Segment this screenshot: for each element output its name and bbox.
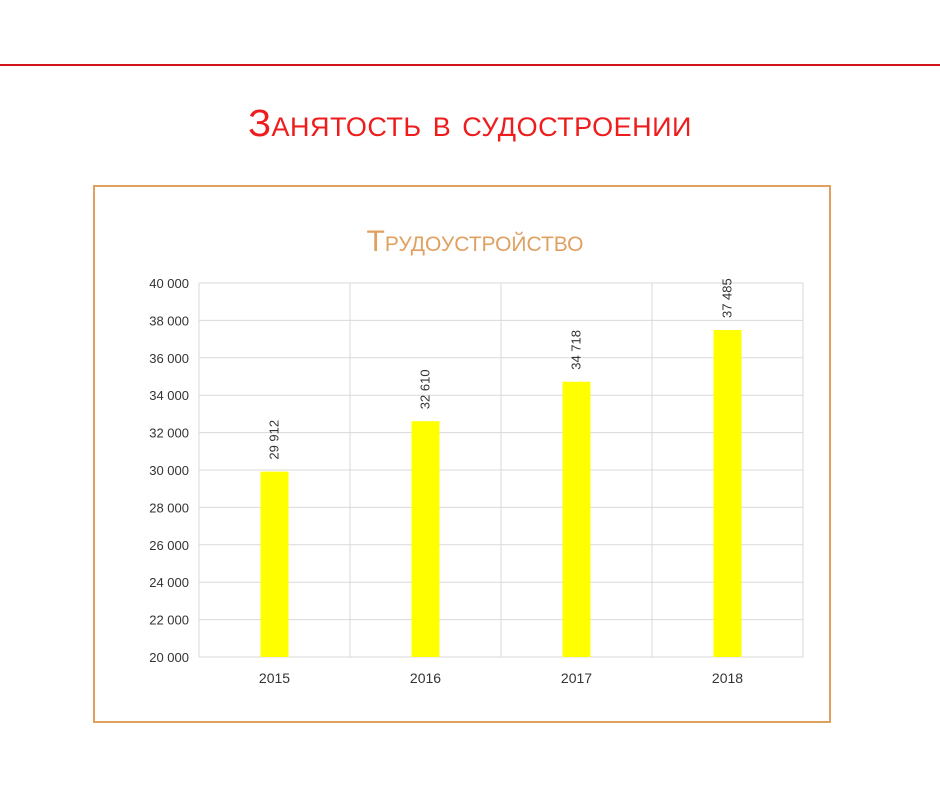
data-label: 37 485 <box>720 278 735 318</box>
bar-2017 <box>562 381 591 657</box>
x-tick-label: 2015 <box>259 670 290 686</box>
slide-title: Занятость в судостроении <box>248 103 692 145</box>
y-tick-label: 36 000 <box>149 351 189 366</box>
y-axis-ticks: 20 000 22 000 24 000 26 000 28 000 30 000 32 0… <box>149 276 189 665</box>
y-tick-label: 30 000 <box>149 463 189 478</box>
data-label: 34 718 <box>569 330 584 370</box>
bar-chart: Трудоустройство 29 912 32 610 34 718 37 485… <box>149 225 804 686</box>
y-tick-label: 34 000 <box>149 388 189 403</box>
data-label: 29 912 <box>267 420 282 460</box>
y-tick-label: 32 000 <box>149 426 189 441</box>
bar-2015 <box>260 471 289 657</box>
y-tick-label: 22 000 <box>149 613 189 628</box>
y-tick-label: 24 000 <box>149 575 189 590</box>
y-tick-label: 20 000 <box>149 650 189 665</box>
top-divider-line <box>0 64 940 66</box>
x-tick-label: 2017 <box>561 670 592 686</box>
y-tick-label: 40 000 <box>149 276 189 291</box>
grid-lines <box>198 282 804 658</box>
x-axis-ticks: 2015 2016 2017 2018 <box>259 670 743 686</box>
y-tick-label: 26 000 <box>149 538 189 553</box>
chart-frame: Трудоустройство 29 912 32 610 34 718 37 485… <box>93 185 831 723</box>
chart-title: Трудоустройство <box>367 225 584 258</box>
y-tick-label: 28 000 <box>149 500 189 515</box>
y-tick-label: 38 000 <box>149 313 189 328</box>
x-tick-label: 2018 <box>712 670 743 686</box>
data-label: 32 610 <box>418 369 433 409</box>
bar-2016 <box>411 421 440 657</box>
x-tick-label: 2016 <box>410 670 441 686</box>
data-labels: 29 912 32 610 34 718 37 485 <box>267 278 735 459</box>
bar-2018 <box>713 330 742 657</box>
bars <box>260 330 742 657</box>
